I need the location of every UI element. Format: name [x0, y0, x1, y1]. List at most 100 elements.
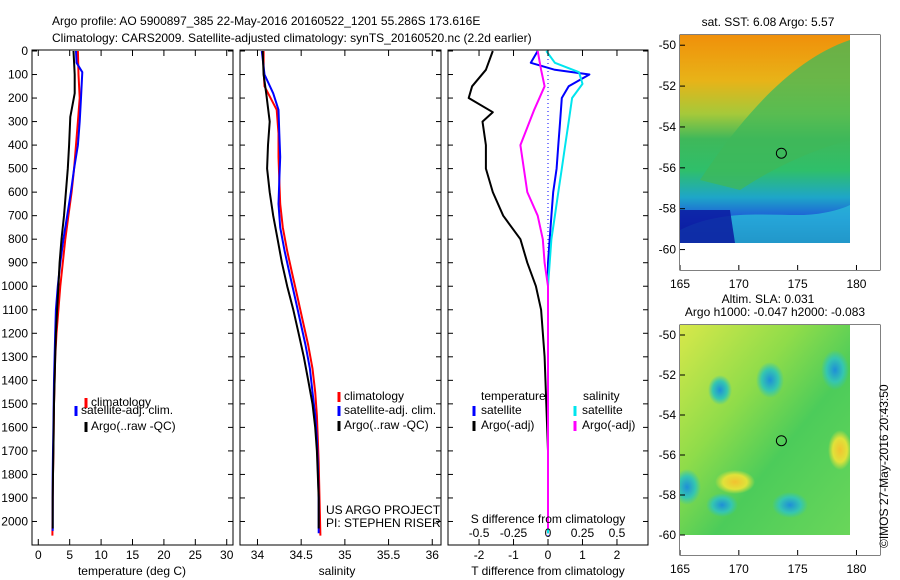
s-axis-tick-label: -0.25 — [500, 526, 528, 540]
y-tick-label: -50 — [659, 38, 677, 52]
y-tick-label: 1000 — [1, 279, 28, 293]
temperature-panel: 0 5 10 15 20 25 300100200300400500600700800900… — [1, 44, 233, 578]
y-tick-label: 100 — [8, 68, 28, 82]
y-tick-label: -50 — [659, 328, 677, 342]
x-tick-label: 175 — [788, 562, 808, 576]
s-axis-tick-label: 0.5 — [609, 526, 626, 540]
y-tick-label: 1200 — [1, 326, 28, 340]
sst-green-tongue — [700, 40, 850, 190]
legend-title-salinity: salinity — [583, 389, 620, 403]
difference-legend: temperature salinity satellite Argo(-adj… — [472, 389, 635, 432]
figure-title-line2: Climatology: CARS2009. Satellite-adjuste… — [52, 31, 532, 45]
sla-yellow-high — [715, 470, 755, 494]
difference-panel: -2 -1 0 1 2 -0.5 -0.25 0 0.25 0.5 S difference fr… — [447, 49, 649, 578]
x-tick-label: 175 — [788, 277, 808, 291]
sla-no-data-area — [680, 535, 880, 555]
y-tick-label: 600 — [8, 185, 28, 199]
sla-map-image — [680, 325, 880, 555]
sla-blue-eddy — [708, 375, 732, 405]
y-tick-label: 800 — [8, 232, 28, 246]
y-tick-label: 900 — [8, 256, 28, 270]
sla-yellow-high — [828, 430, 852, 470]
legend-label-argo: Argo(..raw -QC) — [91, 419, 176, 433]
temperature-x-axis-label: temperature (deg C) — [78, 564, 186, 578]
series-line-argo-adj- — [467, 50, 549, 529]
legend-label-argo: Argo(..raw -QC) — [344, 418, 429, 432]
y-tick-label: 0 — [21, 44, 28, 58]
sla-field — [680, 325, 850, 535]
y-tick-label: 200 — [8, 91, 28, 105]
y-tick-label: 500 — [8, 162, 28, 176]
difference-series-group — [467, 50, 591, 545]
x-tick-label: 0 — [35, 548, 42, 562]
x-tick-label: -1 — [508, 548, 519, 562]
sla-map-axes: 165 170 175 180 -50 -52 -54 -56 -58 -60 — [659, 328, 867, 576]
y-tick-label: 1600 — [1, 420, 28, 434]
y-tick-label: 1500 — [1, 397, 28, 411]
y-tick-label: -52 — [659, 79, 677, 93]
temperature-ticks-group: 0 5 10 15 20 25 300100200300400500600700800900… — [1, 44, 233, 562]
argo-float-marker — [775, 435, 787, 447]
y-tick-label: 1700 — [1, 444, 28, 458]
temperature-legend: climatology satellite-adj. clim. Argo(..… — [74, 395, 176, 433]
x-tick-label: 5 — [66, 548, 73, 562]
x-tick-label: 25 — [189, 548, 203, 562]
sst-map-title: sat. SST: 6.08 Argo: 5.57 — [702, 15, 835, 29]
salinity-x-axis-label: salinity — [319, 564, 356, 578]
salinity-legend: climatology satellite-adj. clim. Argo(..… — [337, 389, 436, 432]
y-tick-label: 400 — [8, 138, 28, 152]
y-tick-label: -54 — [659, 120, 677, 134]
legend-label-t-argo: Argo(-adj) — [481, 418, 534, 432]
y-tick-label: 1400 — [1, 373, 28, 387]
difference-ticks-group: -2 -1 0 1 2 -0.5 -0.25 0 0.25 0.5 — [448, 50, 648, 562]
sla-blue-eddy — [680, 469, 701, 505]
salinity-plot-frame — [239, 49, 442, 546]
x-tick-label: -2 — [474, 548, 485, 562]
x-tick-label: 1 — [579, 548, 586, 562]
legend-label-s-argo: Argo(-adj) — [582, 418, 635, 432]
salinity-panel: 34 34.5 35 35.5 36 salinity climatology sate… — [239, 49, 442, 578]
y-tick-label: -58 — [659, 488, 677, 502]
x-tick-label: 165 — [670, 562, 690, 576]
x-tick-label: 36 — [426, 548, 440, 562]
x-tick-label: 170 — [729, 277, 749, 291]
sst-no-data-area — [680, 243, 880, 270]
y-tick-label: -58 — [659, 202, 677, 216]
series-line-argo-raw-qc- — [51, 50, 76, 529]
y-tick-label: 1800 — [1, 467, 28, 481]
x-tick-label: 165 — [670, 277, 690, 291]
s-axis-tick-label: 0.25 — [571, 526, 595, 540]
y-tick-label: -60 — [659, 528, 677, 542]
x-tick-label: 34.5 — [289, 548, 313, 562]
sst-map-panel: sat. SST: 6.08 Argo: 5.57 165 170 175 180 -5… — [659, 15, 881, 291]
y-tick-label: -56 — [659, 448, 677, 462]
sla-blue-eddy — [706, 493, 738, 517]
y-tick-label: 300 — [8, 115, 28, 129]
sst-deep-blue-patch — [680, 210, 735, 243]
sst-no-data-area — [850, 35, 880, 270]
legend-label-t-satellite: satellite — [481, 403, 522, 417]
s-axis-tick-label: -0.5 — [469, 526, 490, 540]
y-tick-label: 1100 — [2, 303, 28, 317]
legend-label-satellite-adj: satellite-adj. clim. — [344, 403, 436, 417]
x-tick-label: 0 — [545, 548, 552, 562]
legend-label-climatology: climatology — [91, 395, 151, 409]
salinity-series-group — [260, 50, 322, 536]
series-line-argo-adj- — [519, 50, 549, 529]
project-credit: US ARGO PROJECT — [326, 503, 441, 517]
x-tick-label: 180 — [846, 277, 866, 291]
y-tick-label: -56 — [659, 161, 677, 175]
sla-map-panel: Altim. SLA: 0.031 Argo h1000: -0.047 h20… — [659, 292, 881, 576]
x-tick-label: 15 — [126, 548, 140, 562]
legend-title-temperature: temperature — [481, 389, 546, 403]
s-axis-tick-label: 0 — [545, 526, 552, 540]
y-tick-label: -52 — [659, 368, 677, 382]
y-tick-label: -60 — [659, 243, 677, 257]
argo-float-marker — [775, 147, 787, 159]
legend-label-s-satellite: satellite — [582, 403, 623, 417]
temperature-plot-frame — [31, 49, 234, 546]
sla-map-subtitle: Argo h1000: -0.047 h2000: -0.083 — [685, 305, 865, 319]
sla-no-data-area — [850, 325, 880, 555]
sla-blue-eddy — [772, 492, 808, 518]
sla-map-title: Altim. SLA: 0.031 — [722, 292, 815, 306]
